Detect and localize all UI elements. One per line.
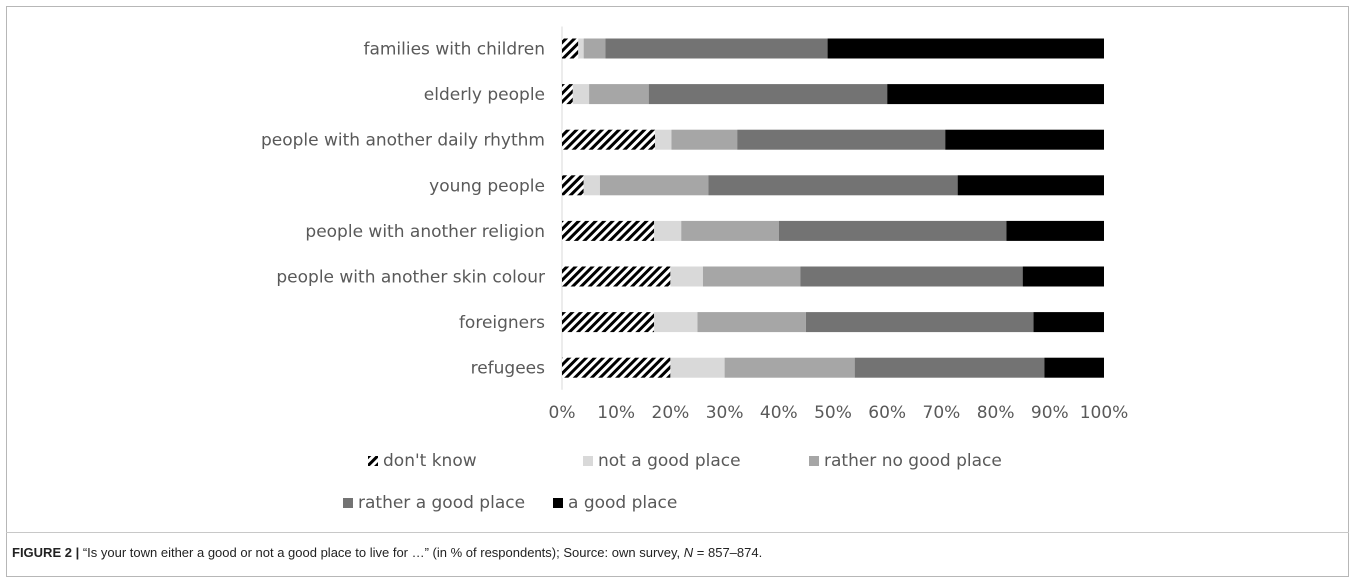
category-label-people-with-another-religion: people with another religion xyxy=(305,222,545,242)
legend-swatch-don-t-know xyxy=(368,456,378,466)
bar-segment-people-with-another-daily-rhythm-don-t-know xyxy=(562,129,656,150)
legend-label-rather-no-good-place: rather no good place xyxy=(824,451,1002,471)
category-label-people-with-another-skin-colour: people with another skin colour xyxy=(276,268,545,288)
category-label-foreigners: foreigners xyxy=(459,313,545,333)
bar-segment-people-with-another-religion-don-t-know xyxy=(562,220,655,241)
bar-segment-young-people-rather-no-good-place xyxy=(599,175,709,196)
bar-segment-foreigners-rather-no-good-place xyxy=(697,312,806,333)
legend-swatch-a-good-place xyxy=(553,498,563,508)
bar-segment-refugees-rather-a-good-place xyxy=(854,357,1045,378)
bar-segment-families-with-children-not-a-good-place xyxy=(578,38,584,59)
legend-swatch-rather-a-good-place xyxy=(343,498,353,508)
legend-swatch-not-a-good-place xyxy=(583,456,593,466)
bar-segment-young-people-rather-a-good-place xyxy=(708,175,958,196)
legend-label-not-a-good-place: not a good place xyxy=(598,451,741,471)
bar-segment-families-with-children-rather-no-good-place xyxy=(583,38,606,59)
bar-segment-people-with-another-skin-colour-rather-a-good-place xyxy=(800,266,1023,287)
figure-caption: FIGURE 2 | “Is your town either a good o… xyxy=(12,545,1332,560)
bar-segment-families-with-children-don-t-know xyxy=(562,38,579,59)
bar-segment-refugees-don-t-know xyxy=(562,357,671,378)
bar-segment-foreigners-rather-a-good-place xyxy=(805,312,1034,333)
bar-segment-elderly-people-not-a-good-place xyxy=(572,84,590,105)
category-label-refugees: refugees xyxy=(471,359,546,379)
legend-label-rather-a-good-place: rather a good place xyxy=(358,493,525,513)
x-tick-label-70: 70% xyxy=(923,403,961,423)
legend-swatch-rather-no-good-place xyxy=(809,456,819,466)
stacked-bar-chart: families with children elderly people peop… xyxy=(261,26,1129,513)
x-tick-label-10: 10% xyxy=(597,403,635,423)
bar-segment-refugees-rather-no-good-place xyxy=(724,357,855,378)
caption-text: “Is your town either a good or not a goo… xyxy=(79,545,684,560)
x-tick-label-80: 80% xyxy=(977,403,1015,423)
bar-segment-people-with-another-daily-rhythm-a-good-place xyxy=(945,129,1104,150)
bar-segment-families-with-children-rather-a-good-place xyxy=(605,38,828,59)
bar-segment-elderly-people-don-t-know xyxy=(562,84,573,105)
bar-segment-refugees-a-good-place xyxy=(1044,357,1104,378)
legend-item-rather-no-good-place: rather no good place xyxy=(809,451,1002,471)
bar-segment-people-with-another-skin-colour-a-good-place xyxy=(1022,266,1104,287)
x-tick-label-100: 100% xyxy=(1080,403,1129,423)
bar-segment-people-with-another-daily-rhythm-rather-no-good-place xyxy=(671,129,738,150)
caption-text-end: = 857–874. xyxy=(693,545,763,560)
legend-item-a-good-place: a good place xyxy=(553,493,677,513)
bar-segment-people-with-another-skin-colour-not-a-good-place xyxy=(670,266,703,287)
bar-segment-families-with-children-a-good-place xyxy=(827,38,1104,59)
bar-segment-young-people-a-good-place xyxy=(957,175,1104,196)
legend-label-don-t-know: don't know xyxy=(383,451,477,471)
bar-segment-people-with-another-skin-colour-rather-no-good-place xyxy=(702,266,801,287)
bar-segment-elderly-people-rather-a-good-place xyxy=(648,84,888,105)
x-tick-label-20: 20% xyxy=(652,403,690,423)
bar-segment-young-people-don-t-know xyxy=(562,175,584,196)
x-tick-label-40: 40% xyxy=(760,403,798,423)
bar-segment-foreigners-don-t-know xyxy=(562,312,655,333)
bar-segment-people-with-another-religion-rather-a-good-place xyxy=(778,220,1007,241)
x-tick-label-90: 90% xyxy=(1031,403,1069,423)
bar-segment-elderly-people-a-good-place xyxy=(887,84,1104,105)
bar-segment-foreigners-a-good-place xyxy=(1033,312,1104,333)
x-tick-label-50: 50% xyxy=(814,403,852,423)
legend-item-not-a-good-place: not a good place xyxy=(583,451,741,471)
category-label-elderly-people: elderly people xyxy=(424,85,545,105)
caption-divider xyxy=(6,532,1349,533)
bar-segment-people-with-another-daily-rhythm-not-a-good-place xyxy=(655,129,672,150)
legend-label-a-good-place: a good place xyxy=(568,493,677,513)
bar-segment-refugees-not-a-good-place xyxy=(670,357,725,378)
bar-segment-foreigners-not-a-good-place xyxy=(654,312,698,333)
legend-item-don-t-know: don't know xyxy=(368,451,477,471)
category-label-young-people: young people xyxy=(429,176,545,196)
bar-segment-people-with-another-religion-rather-no-good-place xyxy=(681,220,779,241)
bar-segment-people-with-another-religion-not-a-good-place xyxy=(654,220,682,241)
category-label-families-with-children: families with children xyxy=(363,40,545,60)
x-tick-label-30: 30% xyxy=(706,403,744,423)
x-tick-label-0: 0% xyxy=(549,403,576,423)
bar-segment-people-with-another-daily-rhythm-rather-a-good-place xyxy=(737,129,946,150)
caption-figure-label: FIGURE 2 | xyxy=(12,545,80,560)
legend-item-rather-a-good-place: rather a good place xyxy=(343,493,525,513)
category-label-people-with-another-daily-rhythm: people with another daily rhythm xyxy=(261,131,545,151)
caption-n-symbol: N xyxy=(683,545,694,560)
bar-segment-people-with-another-skin-colour-don-t-know xyxy=(562,266,671,287)
bar-segment-young-people-not-a-good-place xyxy=(583,175,600,196)
bar-segment-people-with-another-religion-a-good-place xyxy=(1006,220,1104,241)
bar-segment-elderly-people-rather-no-good-place xyxy=(589,84,649,105)
x-tick-label-60: 60% xyxy=(868,403,906,423)
